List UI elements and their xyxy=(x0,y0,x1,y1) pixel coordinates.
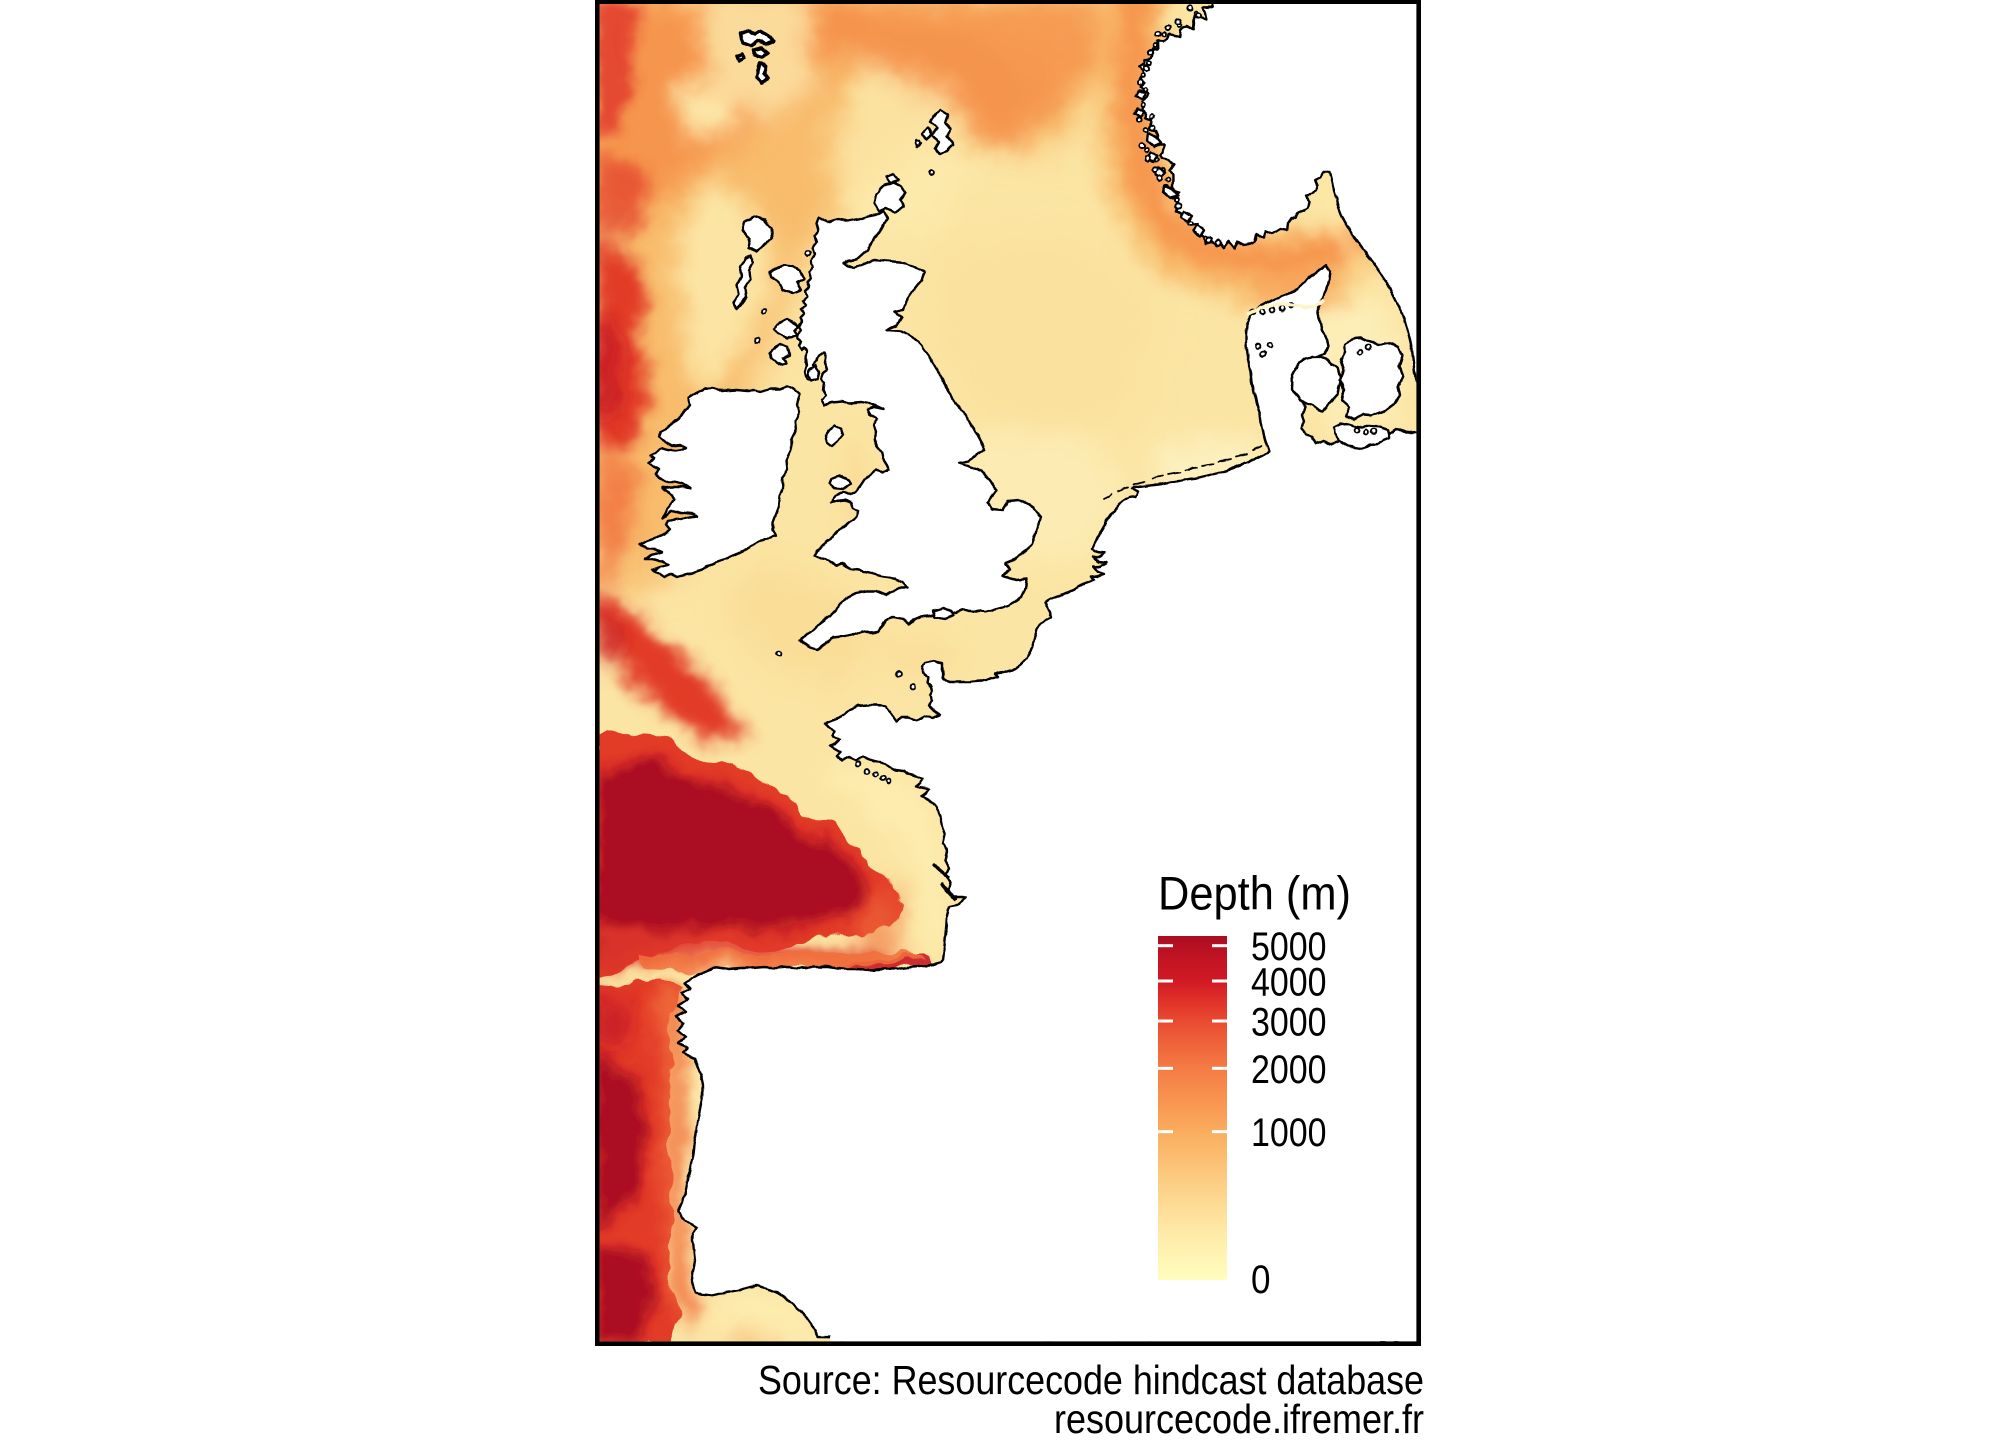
svg-text:Source: Resourcecode hindcast: Source: Resourcecode hindcast database xyxy=(758,1357,1424,1403)
svg-text:Depth (m): Depth (m) xyxy=(1158,867,1351,920)
svg-text:1000: 1000 xyxy=(1251,1111,1327,1155)
svg-text:0: 0 xyxy=(1251,1258,1271,1302)
svg-text:4000: 4000 xyxy=(1251,961,1327,1005)
svg-text:2000: 2000 xyxy=(1251,1048,1327,1092)
svg-text:resourcecode.ifremer.fr: resourcecode.ifremer.fr xyxy=(1054,1396,1424,1440)
svg-text:3000: 3000 xyxy=(1251,1001,1327,1045)
svg-text:5000: 5000 xyxy=(1251,925,1327,969)
